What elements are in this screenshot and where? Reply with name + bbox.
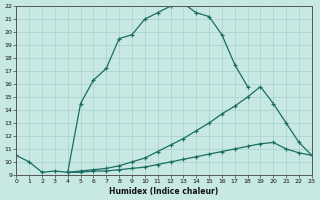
X-axis label: Humidex (Indice chaleur): Humidex (Indice chaleur) <box>109 187 219 196</box>
